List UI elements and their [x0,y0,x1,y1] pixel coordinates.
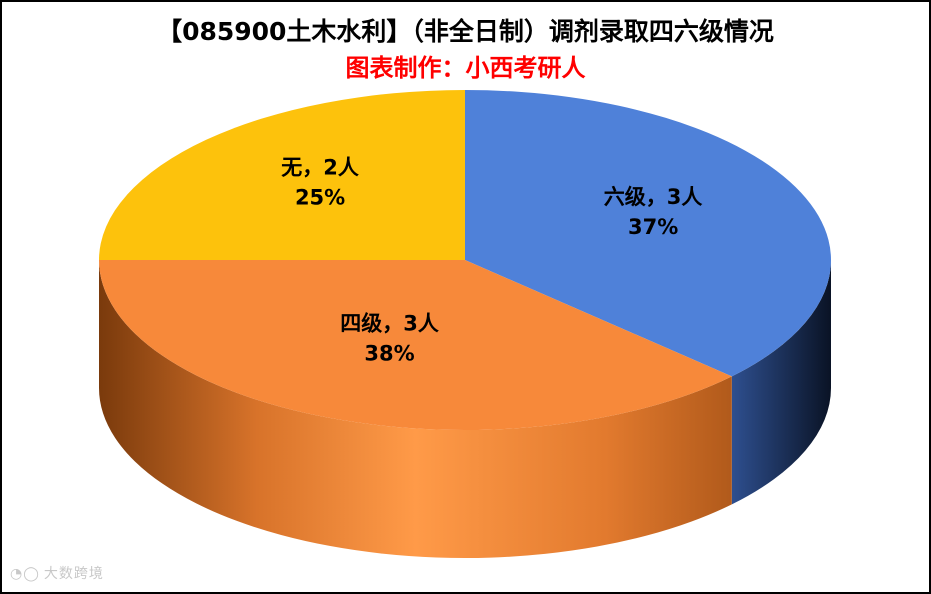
pie-slice-side-0 [731,260,831,505]
pie-slice-0 [465,90,831,377]
watermark: ◔◯ 大数跨境 [10,563,104,583]
slice-count-label-2: 无，2人 [281,156,359,180]
slice-percent-label-0: 37% [628,215,678,239]
pie-slice-1 [99,260,732,430]
slice-percent-label-2: 25% [295,186,345,210]
chart-subtitle: 图表制作：小西考研人 [345,54,586,82]
slice-count-label-1: 四级，3人 [340,312,439,336]
slice-percent-label-1: 38% [364,342,414,366]
pie-slice-2 [99,90,465,260]
eye-logo-icon: ◔◯ [10,566,40,582]
slice-count-label-0: 六级，3人 [604,185,703,209]
chart-title: 【085900土木水利】（非全日制）调剂录取四六级情况 [157,17,774,46]
watermark-text: 大数跨境 [43,566,104,582]
pie-slice-side-1 [99,260,732,558]
